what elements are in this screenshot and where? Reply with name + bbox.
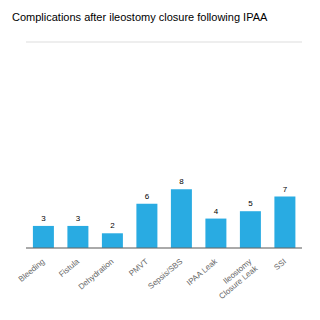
svg-text:3: 3 xyxy=(41,214,46,223)
svg-text:Sepsis/SBS: Sepsis/SBS xyxy=(146,257,184,291)
html-text:Complications after ileostomy: Complications after ileostomy closure fo… xyxy=(12,11,268,23)
svg-text:IleostomyClosure Leak: IleostomyClosure Leak xyxy=(212,256,260,301)
svg-text:4: 4 xyxy=(214,207,219,216)
svg-text:Fistula: Fistula xyxy=(57,257,81,279)
svg-text:SSI: SSI xyxy=(272,257,288,272)
svg-text:7: 7 xyxy=(283,185,288,194)
svg-text:5: 5 xyxy=(248,199,253,208)
svg-text:Bleeding: Bleeding xyxy=(17,257,47,284)
svg-text:8: 8 xyxy=(179,177,184,186)
svg-text:3: 3 xyxy=(76,214,81,223)
svg-text:Dehydration: Dehydration xyxy=(77,257,116,292)
svg-text:IPAA Leak: IPAA Leak xyxy=(185,256,220,287)
svg-text:PMVT: PMVT xyxy=(127,257,150,278)
svg-text:6: 6 xyxy=(145,192,150,201)
svg-text:2: 2 xyxy=(110,221,115,230)
